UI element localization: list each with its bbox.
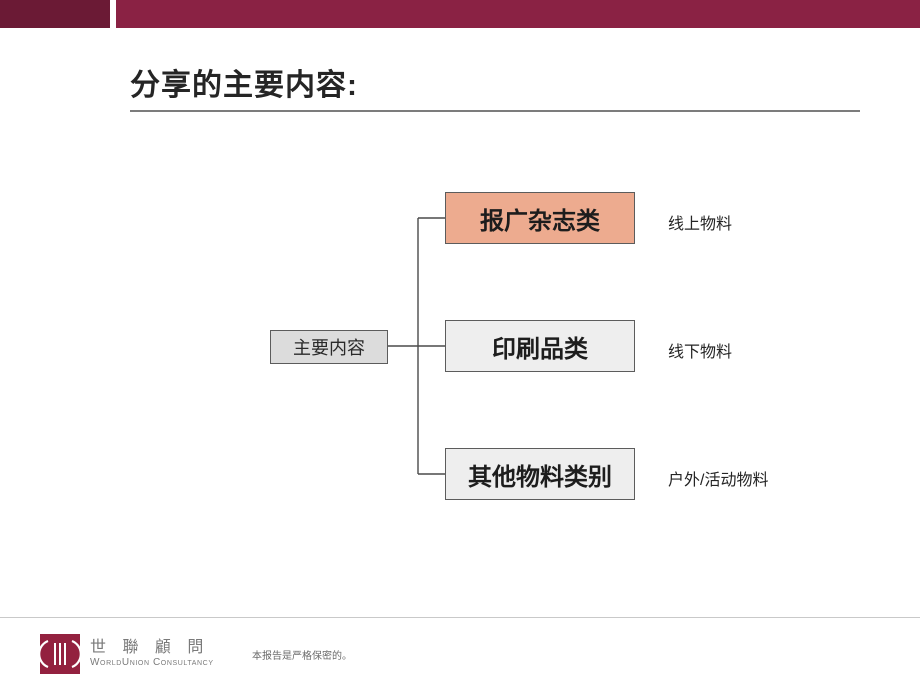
footer-separator [0, 617, 920, 618]
logo-glyph [40, 634, 80, 674]
slide: 分享的主要内容: 主要内容 报广杂志类 印刷品类 其他物料类别 线上物料 线下物… [0, 0, 920, 690]
logo-text-cn: 世 聯 顧 問 [90, 639, 214, 657]
logo-icon [40, 634, 80, 674]
logo-text-en: WorldUnion Consultancy [90, 657, 214, 669]
confidential-note: 本报告是严格保密的。 [252, 647, 352, 662]
logo-text: 世 聯 顧 問 WorldUnion Consultancy [90, 639, 214, 669]
connector-bracket [0, 0, 920, 690]
footer-logo-block: 世 聯 顧 問 WorldUnion Consultancy [40, 634, 214, 674]
